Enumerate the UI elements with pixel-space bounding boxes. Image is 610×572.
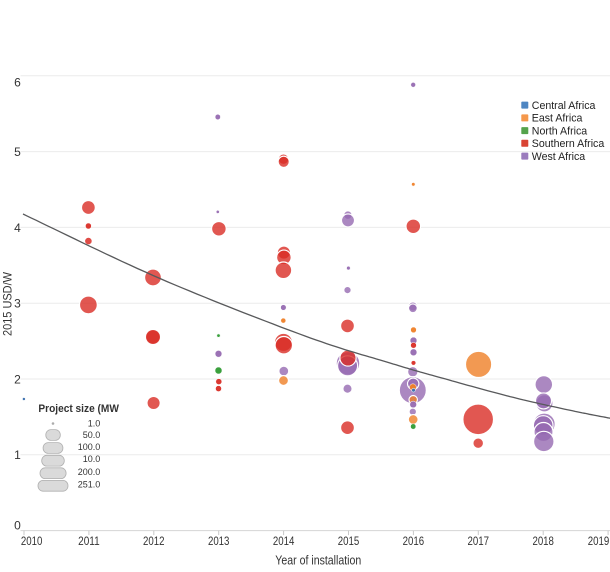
svg-text:2012: 2012 xyxy=(143,534,165,548)
svg-text:1.0: 1.0 xyxy=(88,419,101,429)
svg-text:2011: 2011 xyxy=(78,534,100,548)
svg-text:2014: 2014 xyxy=(273,534,295,548)
svg-text:East Africa: East Africa xyxy=(532,113,583,125)
svg-text:2015: 2015 xyxy=(338,534,360,548)
svg-text:Year of installation: Year of installation xyxy=(275,553,361,567)
svg-text:5: 5 xyxy=(14,145,21,159)
svg-text:100.0: 100.0 xyxy=(78,442,101,452)
svg-text:Project size (MW: Project size (MW xyxy=(38,403,119,415)
svg-text:2018: 2018 xyxy=(532,534,554,548)
svg-text:251.0: 251.0 xyxy=(78,480,101,490)
svg-text:10.0: 10.0 xyxy=(83,454,101,464)
svg-text:2017: 2017 xyxy=(468,534,490,548)
svg-text:Central Africa: Central Africa xyxy=(532,100,596,112)
svg-text:2010: 2010 xyxy=(21,534,43,548)
svg-text:North Africa: North Africa xyxy=(532,125,587,137)
svg-text:2: 2 xyxy=(14,372,21,386)
svg-text:1: 1 xyxy=(14,448,21,462)
svg-text:West Africa: West Africa xyxy=(532,151,585,163)
svg-text:2013: 2013 xyxy=(208,534,230,548)
svg-text:2019: 2019 xyxy=(588,534,610,548)
svg-text:200.0: 200.0 xyxy=(78,467,101,477)
svg-text:2016: 2016 xyxy=(403,534,425,548)
svg-text:0: 0 xyxy=(14,519,21,533)
svg-text:50.0: 50.0 xyxy=(83,430,101,440)
svg-text:3: 3 xyxy=(14,297,21,311)
svg-text:2015 USD/W: 2015 USD/W xyxy=(1,271,15,336)
svg-text:Southern Africa: Southern Africa xyxy=(532,138,605,150)
svg-text:6: 6 xyxy=(14,75,21,89)
svg-text:4: 4 xyxy=(14,221,21,235)
